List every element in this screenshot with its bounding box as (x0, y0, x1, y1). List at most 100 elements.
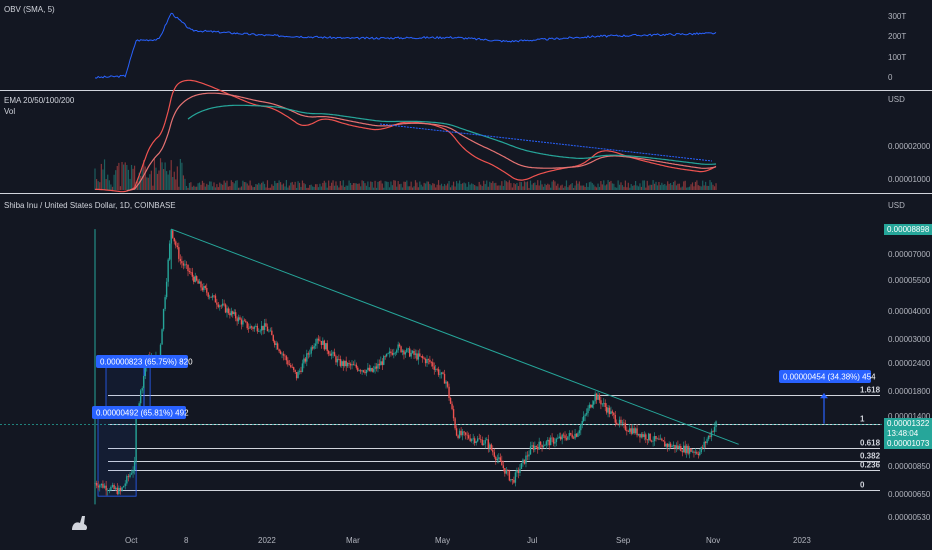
candle-body[interactable] (531, 445, 533, 447)
candle-body[interactable] (547, 439, 549, 442)
candle-body[interactable] (359, 370, 362, 372)
candle-body[interactable] (571, 434, 573, 438)
candle-body[interactable] (116, 487, 118, 494)
candle-body[interactable] (341, 361, 343, 366)
candle-body[interactable] (585, 413, 588, 415)
candle-body[interactable] (458, 430, 461, 438)
candle-body[interactable] (336, 358, 339, 363)
candle-body[interactable] (620, 419, 622, 424)
candle-body[interactable] (662, 440, 665, 442)
candle-body[interactable] (558, 436, 560, 438)
candle-body[interactable] (126, 476, 128, 484)
candle-body[interactable] (204, 286, 207, 288)
candle-body[interactable] (245, 320, 247, 322)
candle-body[interactable] (390, 351, 392, 354)
candle-body[interactable] (427, 359, 430, 360)
candle-body[interactable] (668, 443, 670, 447)
candle-body[interactable] (122, 486, 125, 488)
candle-body[interactable] (674, 444, 676, 449)
candle-body[interactable] (535, 445, 538, 447)
candle-body[interactable] (481, 439, 483, 446)
candle-body[interactable] (661, 438, 663, 441)
candle-body[interactable] (631, 428, 634, 434)
candle-body[interactable] (487, 439, 489, 449)
candle-body[interactable] (618, 419, 621, 425)
candle-body[interactable] (133, 461, 136, 471)
candle-body[interactable] (437, 369, 440, 375)
candle-body[interactable] (715, 421, 717, 427)
candle-body[interactable] (642, 434, 644, 437)
candle-body[interactable] (653, 435, 656, 442)
candle-body[interactable] (426, 359, 428, 364)
candle-body[interactable] (637, 433, 640, 436)
candle-body[interactable] (298, 370, 301, 372)
candle-body[interactable] (232, 311, 234, 315)
candle-body[interactable] (217, 304, 220, 307)
candle-body[interactable] (332, 352, 334, 354)
candle-body[interactable] (384, 356, 386, 357)
candle-body[interactable] (696, 451, 698, 454)
candle-body[interactable] (165, 281, 168, 298)
candle-body[interactable] (224, 304, 227, 313)
candle-body[interactable] (691, 451, 694, 453)
candle-body[interactable] (326, 343, 328, 352)
candle-body[interactable] (684, 445, 686, 453)
candle-body[interactable] (600, 400, 602, 405)
candle-body[interactable] (281, 353, 283, 355)
candle-body[interactable] (649, 433, 651, 441)
candle-body[interactable] (357, 367, 359, 371)
candle-body[interactable] (287, 360, 289, 365)
candle-body[interactable] (610, 411, 612, 414)
candle-body[interactable] (190, 272, 192, 273)
candle-body[interactable] (304, 358, 307, 362)
candle-body[interactable] (119, 487, 122, 491)
candle-body[interactable] (374, 366, 376, 370)
candle-body[interactable] (278, 349, 280, 352)
candle-body[interactable] (275, 343, 277, 345)
candle-body[interactable] (671, 446, 673, 448)
candle-body[interactable] (607, 407, 609, 413)
candle-body[interactable] (664, 441, 666, 447)
candle-body[interactable] (454, 418, 456, 429)
candle-body[interactable] (480, 439, 482, 440)
candle-body[interactable] (413, 350, 415, 355)
candle-body[interactable] (242, 320, 244, 325)
candle-body[interactable] (291, 367, 293, 368)
candle-body[interactable] (265, 323, 267, 327)
candle-body[interactable] (713, 426, 716, 432)
candle-body[interactable] (697, 453, 700, 456)
candle-body[interactable] (442, 372, 444, 374)
candle-body[interactable] (214, 295, 217, 303)
candle-body[interactable] (693, 451, 695, 453)
candle-body[interactable] (362, 370, 365, 373)
candle-body[interactable] (432, 362, 434, 367)
candle-body[interactable] (221, 303, 224, 306)
candle-body[interactable] (95, 482, 98, 486)
candle-body[interactable] (655, 435, 657, 439)
candle-body[interactable] (436, 369, 438, 370)
candle-body[interactable] (472, 438, 474, 440)
candle-body[interactable] (268, 330, 270, 332)
candle-body[interactable] (623, 422, 625, 424)
candle-body[interactable] (276, 343, 279, 350)
candle-body[interactable] (239, 317, 241, 320)
candle-body[interactable] (434, 369, 437, 370)
candle-body[interactable] (672, 444, 675, 447)
candle-body[interactable] (511, 479, 514, 480)
candle-body[interactable] (541, 444, 543, 448)
candle-body[interactable] (410, 352, 412, 357)
candle-body[interactable] (580, 424, 582, 431)
candle-body[interactable] (538, 441, 540, 450)
candle-body[interactable] (440, 372, 443, 375)
candle-body[interactable] (311, 347, 314, 349)
candle-body[interactable] (358, 370, 360, 371)
candle-body[interactable] (211, 295, 214, 298)
candle-body[interactable] (650, 440, 653, 442)
candle-body[interactable] (349, 363, 352, 366)
candle-body[interactable] (634, 428, 637, 434)
candle-body[interactable] (704, 441, 707, 443)
candle-body[interactable] (702, 447, 704, 448)
candle-body[interactable] (327, 351, 330, 354)
candle-body[interactable] (181, 261, 183, 264)
candle-body[interactable] (496, 458, 499, 461)
